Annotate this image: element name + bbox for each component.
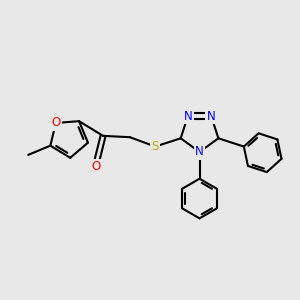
Text: N: N [195,146,204,158]
Text: S: S [152,140,159,153]
Text: N: N [195,146,204,158]
Text: O: O [92,160,101,173]
Text: N: N [207,110,216,123]
Text: N: N [207,110,216,123]
Text: N: N [184,110,192,123]
Text: O: O [51,116,60,130]
Text: O: O [51,116,60,130]
Text: O: O [92,160,101,173]
Text: S: S [152,140,159,153]
Text: N: N [184,110,192,123]
